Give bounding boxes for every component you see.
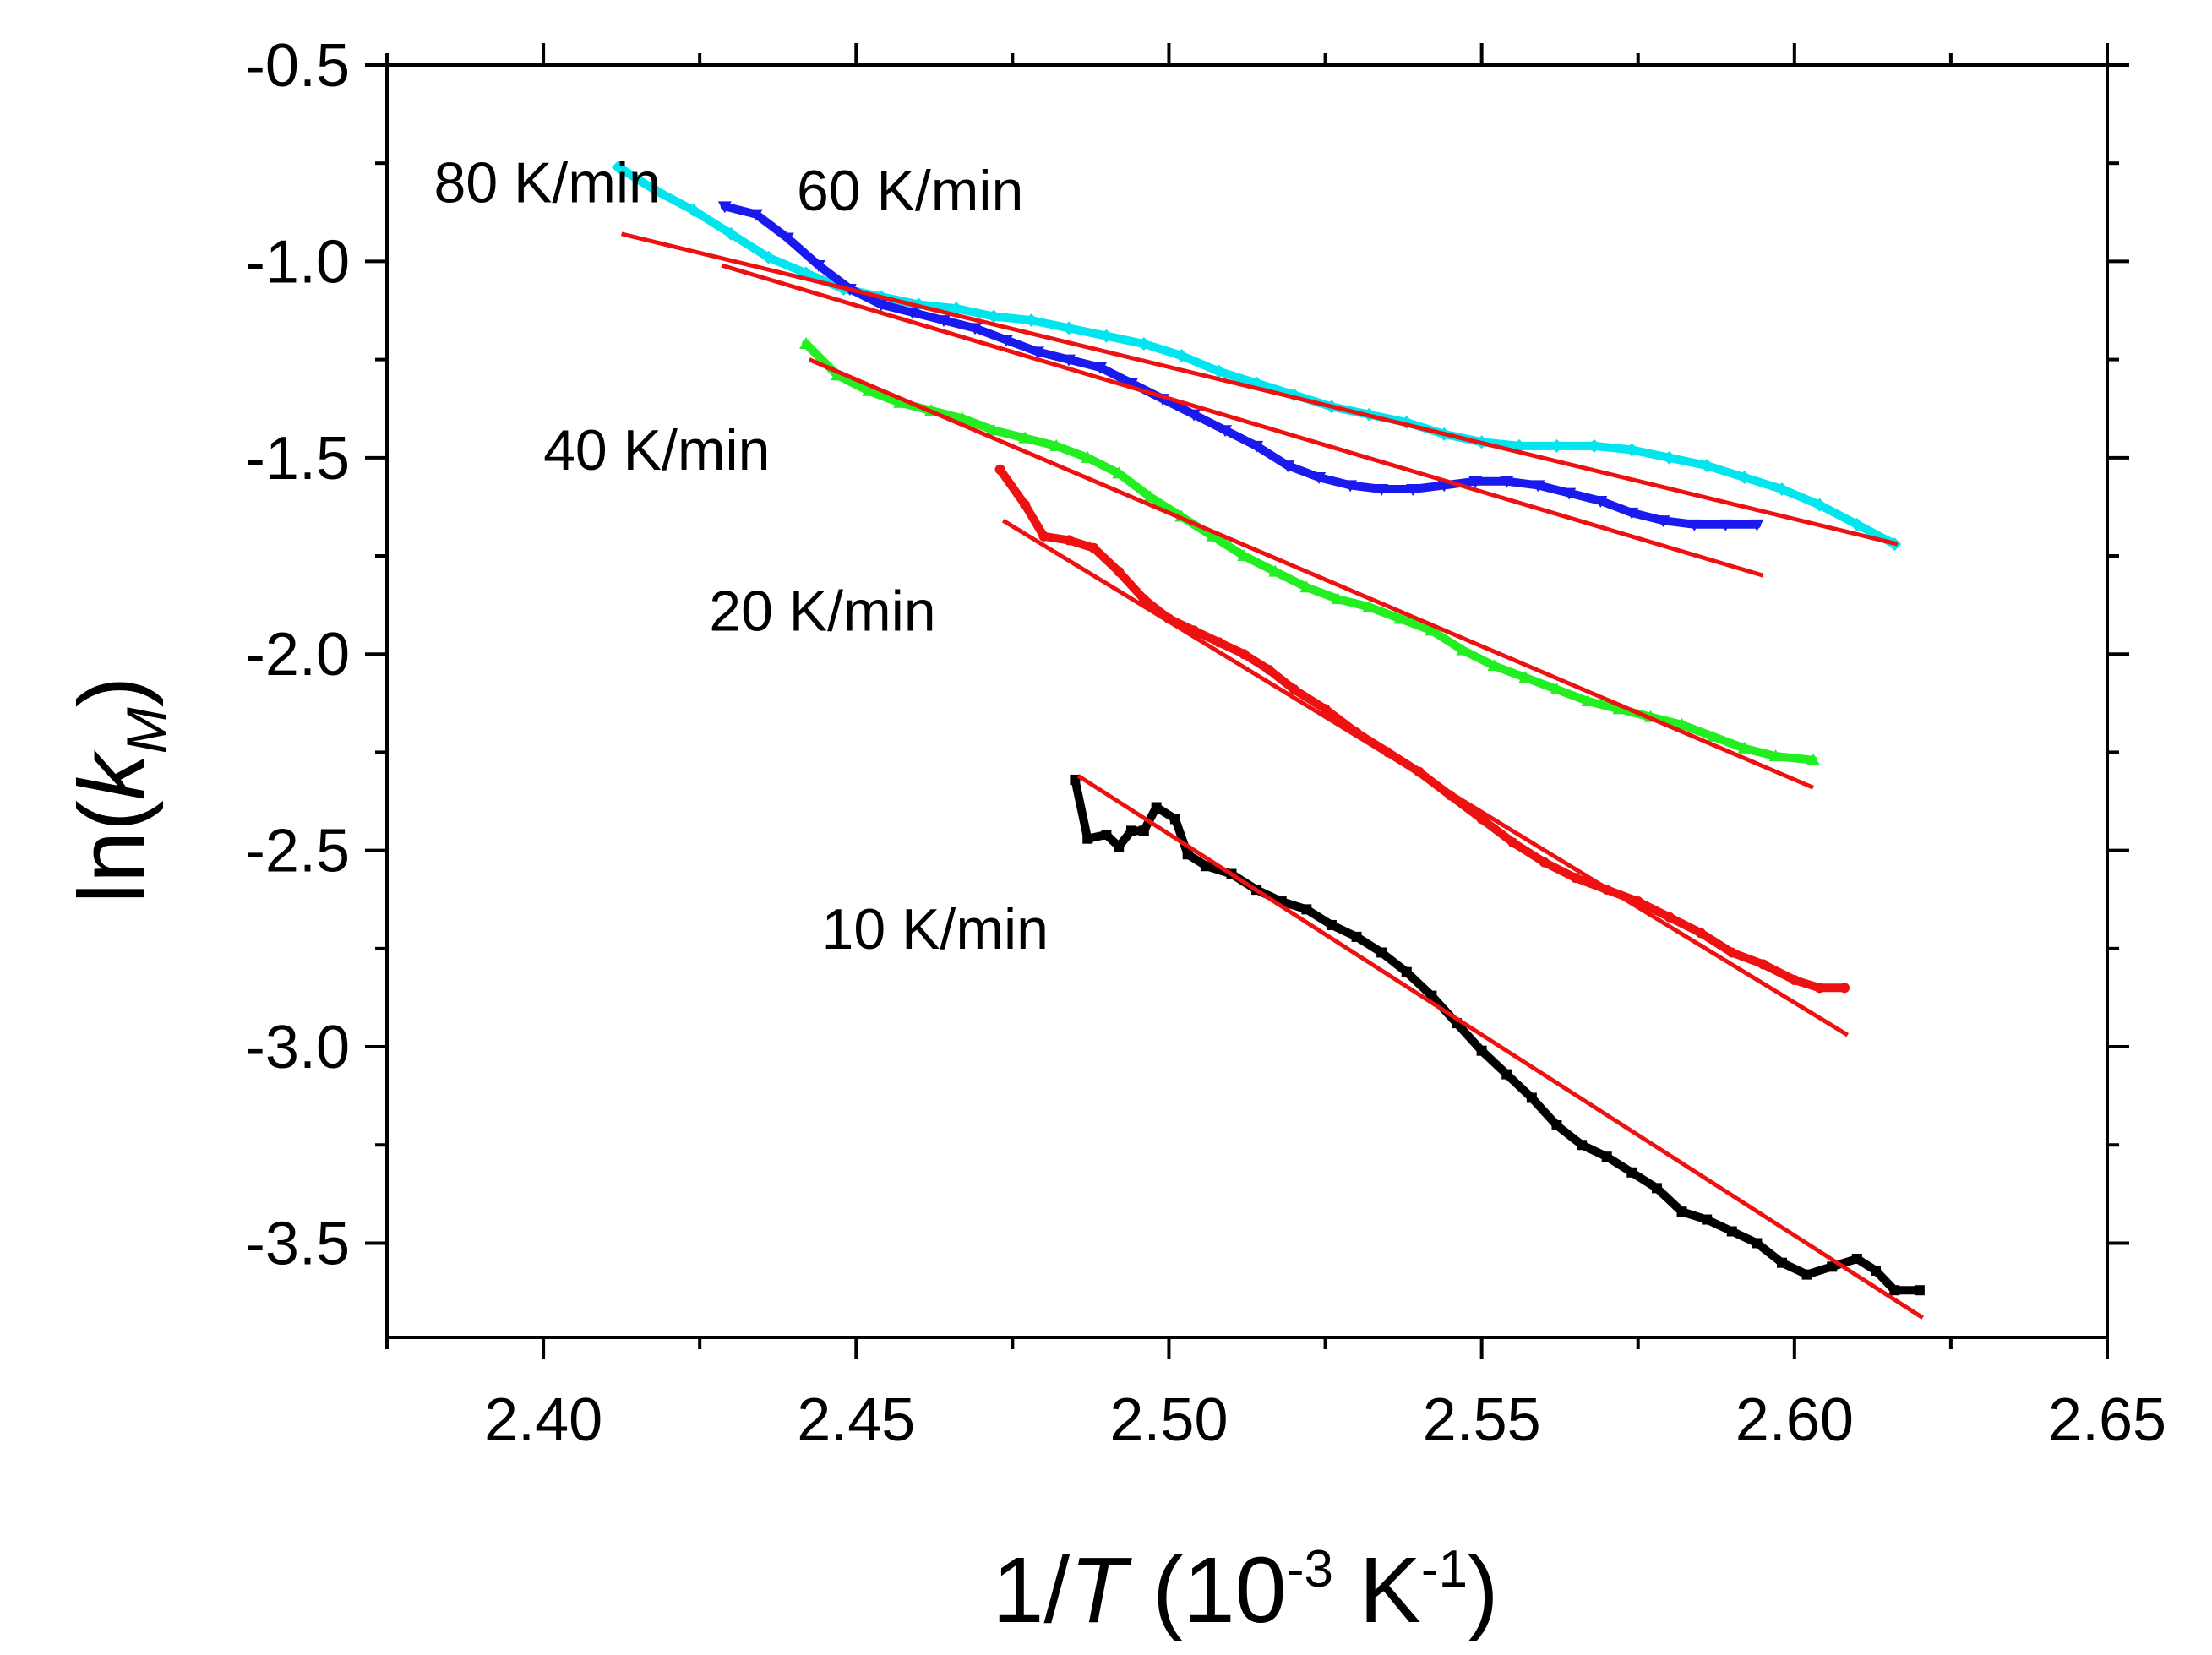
- series-20-k-min: [994, 464, 1850, 994]
- fit-line-40-k-min: [808, 357, 1815, 790]
- y-tick-label: -1.0: [245, 228, 350, 296]
- series-10-k-min: [1070, 774, 1925, 1296]
- y-tick-label: -0.5: [245, 32, 350, 100]
- annotation-10-k-min: 10 K/min: [822, 897, 1049, 961]
- fit-lines-layer: [621, 231, 1924, 1320]
- series-trace-60-k-min: [720, 202, 1762, 529]
- x-tick-label: 2.55: [1423, 1386, 1541, 1454]
- x-tick-label: 2.45: [797, 1386, 915, 1454]
- y-tick-label: -1.5: [245, 425, 350, 493]
- fit-line-10-k-min: [1076, 774, 1924, 1320]
- plot-area-frame: [385, 63, 2109, 1339]
- x-tick-label: 2.50: [1109, 1386, 1228, 1454]
- annotation-80-k-min: 80 K/min: [434, 151, 661, 215]
- fit-line-60-k-min: [721, 263, 1764, 578]
- y-tick-label: -2.5: [245, 818, 350, 885]
- fit-line-20-k-min: [1001, 519, 1850, 1037]
- annotation-layer: 80 K/min 60 K/min 40 K/min 20 K/min 10 K/min: [434, 151, 1049, 961]
- series-60-k-min: [717, 201, 1764, 531]
- annotation-60-k-min: 60 K/min: [797, 159, 1023, 223]
- series-trace-10-k-min: [1071, 776, 1924, 1295]
- fit-line-80-k-min: [621, 231, 1899, 547]
- y-tick-label: -2.0: [245, 621, 350, 689]
- axes-layer: 2.40 2.45 2.50 2.55 2.60 2.65 -0.5 -1.0 -1.5 -2.0…: [245, 32, 2166, 1454]
- series-trace-20-k-min: [995, 465, 1849, 993]
- y-axis-title: ln(kM): [60, 677, 177, 904]
- x-tick-label: 2.60: [1735, 1386, 1854, 1454]
- annotation-40-k-min: 40 K/min: [543, 418, 770, 482]
- x-tick-label: 2.65: [2048, 1386, 2166, 1454]
- annotation-20-k-min: 20 K/min: [709, 579, 935, 643]
- y-tick-label: -3.0: [245, 1014, 350, 1081]
- y-tick-label: -3.5: [245, 1210, 350, 1277]
- series-layer: [611, 160, 1925, 1296]
- x-tick-label: 2.40: [484, 1386, 602, 1454]
- x-axis-title: 1/T (10-3 K-1): [992, 1538, 1498, 1642]
